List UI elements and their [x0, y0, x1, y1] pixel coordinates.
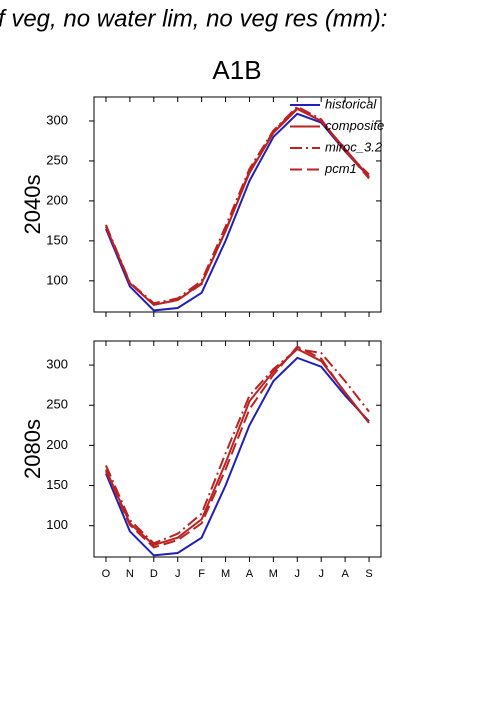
- x-tick-label: D: [150, 568, 158, 580]
- x-tick-label: M: [221, 568, 230, 580]
- y-tick-label: 250: [46, 152, 68, 167]
- x-tick-label: N: [126, 568, 134, 580]
- x-tick-label: F: [198, 568, 205, 580]
- page-title: f veg, no water lim, no veg res (mm):: [0, 5, 387, 32]
- x-tick-label: O: [102, 568, 111, 580]
- subtitle: A1B: [212, 55, 261, 85]
- y-tick-label: 300: [46, 357, 68, 372]
- legend-label: miroc_3.2: [325, 139, 383, 154]
- series-line: [105, 345, 370, 549]
- x-tick-label: A: [341, 568, 349, 580]
- x-tick-label: J: [175, 568, 181, 580]
- y-tick-label: 100: [46, 272, 68, 287]
- y-axis-label: 2080s: [20, 419, 45, 479]
- series-line: [105, 347, 370, 545]
- x-tick-label: J: [318, 568, 324, 580]
- legend-label: pcm1: [324, 161, 357, 176]
- series-line: [105, 107, 370, 306]
- legend-label: composite: [325, 118, 384, 133]
- x-tick-label: S: [365, 568, 372, 580]
- x-tick-label: A: [246, 568, 254, 580]
- y-tick-label: 250: [46, 397, 68, 412]
- series-line: [105, 356, 370, 557]
- legend-label: historical: [325, 96, 377, 111]
- series-line: [105, 106, 370, 306]
- y-tick-label: 150: [46, 232, 68, 247]
- series-line: [105, 105, 370, 305]
- x-tick-label: M: [269, 568, 278, 580]
- x-tick-label: J: [295, 568, 301, 580]
- series-line: [105, 347, 370, 547]
- y-tick-label: 300: [46, 112, 68, 127]
- y-tick-label: 100: [46, 517, 68, 532]
- y-tick-label: 150: [46, 477, 68, 492]
- y-tick-label: 200: [46, 437, 68, 452]
- plot-frame: [93, 96, 382, 313]
- plot-frame: [93, 340, 382, 558]
- y-axis-label: 2040s: [20, 175, 45, 235]
- y-tick-label: 200: [46, 192, 68, 207]
